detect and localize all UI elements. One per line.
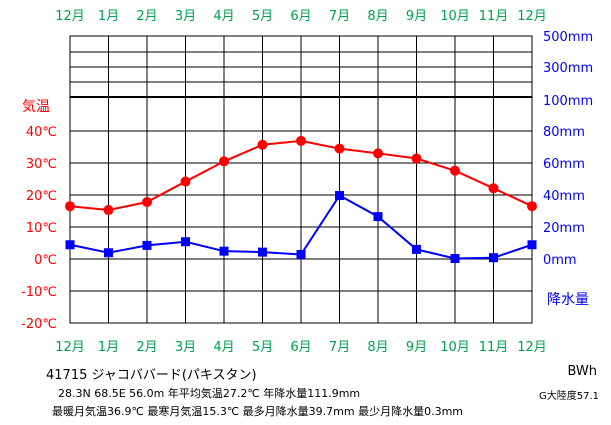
temperature-tick-label: 10℃ — [26, 221, 57, 236]
chart-grid — [69, 35, 533, 324]
top-month-labels: 12月 1月 2月 3月 4月 5月 6月 7月 8月 9月 10月 11月 12月 — [55, 9, 547, 24]
temperature-point — [373, 148, 383, 159]
temperature-point — [257, 139, 268, 150]
precipitation-tick-label: 100mm — [543, 94, 593, 109]
precipitation-point — [450, 254, 460, 264]
month-label-top: 5月 — [252, 9, 273, 24]
temperature-series — [65, 135, 537, 216]
month-label-top: 4月 — [213, 9, 234, 24]
precipitation-point — [489, 253, 498, 263]
month-label-top: 12月 — [517, 9, 547, 24]
precipitation-point — [527, 240, 537, 250]
precipitation-tick-labels: 500mm 300mm 100mm 80mm 60mm 40mm 20mm 0mm — [543, 30, 593, 268]
month-label-bottom: 5月 — [252, 340, 273, 355]
month-label-bottom: 4月 — [213, 340, 234, 355]
month-label-bottom: 10月 — [440, 340, 470, 355]
climate-classification: BWh — [567, 364, 597, 379]
month-label-top: 1月 — [98, 9, 119, 24]
precipitation-point — [412, 244, 421, 254]
temperature-tick-label: 0℃ — [34, 253, 57, 268]
precipitation-point — [335, 190, 344, 200]
temperature-tick-label: -10℃ — [21, 285, 57, 300]
temperature-point — [180, 176, 191, 187]
temperature-tick-labels: 40℃ 30℃ 20℃ 10℃ 0℃ -10℃ -20℃ — [21, 125, 57, 332]
precipitation-point — [142, 240, 152, 250]
climate-chart: 12月 1月 2月 3月 4月 5月 6月 7月 8月 9月 10月 11月 12月 12月 1月 2月 3月… — [21, 9, 593, 355]
precipitation-point — [373, 212, 383, 222]
month-label-bottom: 11月 — [479, 340, 509, 355]
temperature-tick-label: 40℃ — [26, 125, 57, 140]
temperature-axis-label: 気温 — [22, 99, 50, 115]
month-label-bottom: 8月 — [367, 340, 388, 355]
precipitation-point — [65, 240, 75, 250]
precipitation-point — [104, 248, 113, 258]
continentality-index: G大陸度57.1 — [538, 391, 599, 402]
precipitation-point — [296, 250, 306, 260]
precipitation-point — [181, 237, 190, 247]
temperature-point — [527, 201, 537, 212]
temperature-tick-label: 30℃ — [26, 157, 57, 172]
month-label-top: 3月 — [175, 9, 196, 24]
station-stats-line2: 最暖月気温36.9℃ 最寒月気温15.3℃ 最多月降水量39.7mm 最少月降水… — [52, 405, 464, 418]
temperature-point — [65, 201, 75, 212]
month-label-top: 6月 — [290, 9, 311, 24]
month-label-top: 10月 — [440, 9, 470, 24]
precipitation-series — [65, 190, 537, 264]
month-label-top: 8月 — [367, 9, 388, 24]
month-label-top: 9月 — [406, 9, 427, 24]
precipitation-tick-label: 500mm — [543, 30, 593, 45]
temperature-tick-label: 20℃ — [26, 189, 57, 204]
precipitation-tick-label: 80mm — [543, 125, 585, 140]
temperature-point — [411, 153, 422, 164]
month-label-bottom: 3月 — [175, 340, 196, 355]
temperature-point — [334, 143, 345, 154]
precipitation-axis-label: 降水量 — [547, 292, 589, 308]
precipitation-point — [219, 246, 229, 256]
temperature-point — [103, 205, 114, 216]
precipitation-tick-label: 300mm — [543, 61, 593, 76]
precipitation-point — [258, 247, 267, 257]
precipitation-tick-label: 60mm — [543, 157, 585, 172]
month-label-bottom: 12月 — [55, 340, 85, 355]
month-label-bottom: 7月 — [329, 340, 350, 355]
temperature-point — [488, 183, 499, 194]
precipitation-tick-label: 0mm — [543, 253, 577, 268]
month-label-top: 2月 — [136, 9, 157, 24]
temperature-tick-label: -20℃ — [21, 317, 57, 332]
month-label-bottom: 6月 — [290, 340, 311, 355]
precipitation-tick-label: 40mm — [543, 189, 585, 204]
station-stats-line1: 28.3N 68.5E 56.0m 年平均気温27.2℃ 年降水量111.9mm — [58, 387, 361, 400]
bottom-month-labels: 12月 1月 2月 3月 4月 5月 6月 7月 8月 9月 10月 11月 12月 — [55, 340, 547, 355]
temperature-point — [296, 135, 306, 146]
temperature-point — [219, 156, 229, 167]
month-label-bottom: 12月 — [517, 340, 547, 355]
month-label-bottom: 1月 — [98, 340, 119, 355]
precipitation-tick-label: 20mm — [543, 221, 585, 236]
station-name: 41715 ジャコババード(パキスタン) — [46, 368, 257, 383]
month-label-bottom: 9月 — [406, 340, 427, 355]
month-label-bottom: 2月 — [136, 340, 157, 355]
month-label-top: 7月 — [329, 9, 350, 24]
month-label-top: 12月 — [55, 9, 85, 24]
temperature-point — [450, 165, 460, 176]
month-label-top: 11月 — [479, 9, 509, 24]
temperature-point — [142, 197, 152, 208]
